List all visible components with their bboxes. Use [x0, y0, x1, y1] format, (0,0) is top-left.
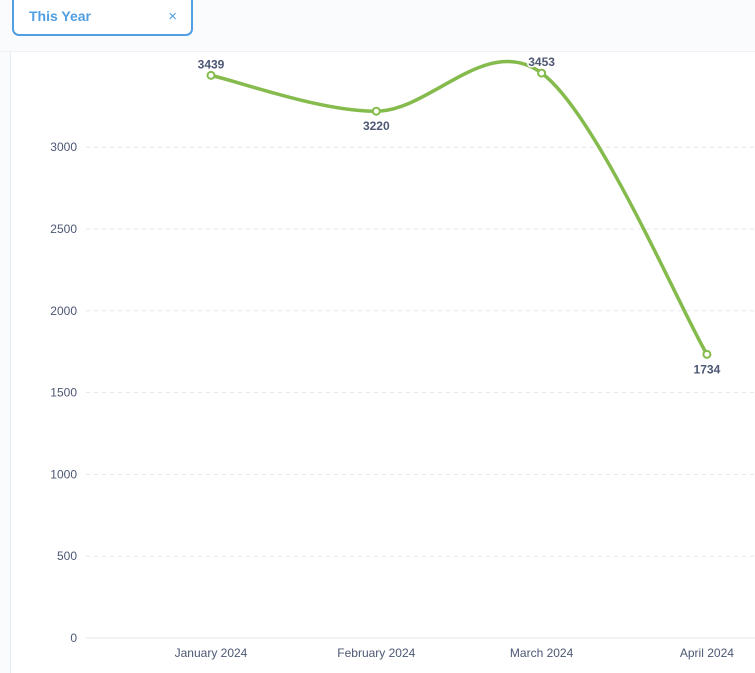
data-label: 3453 [528, 55, 555, 69]
y-tick-label: 3000 [50, 140, 77, 154]
y-tick-label: 0 [70, 631, 77, 645]
data-point[interactable] [371, 106, 381, 116]
data-point[interactable] [206, 70, 216, 80]
y-tick-label: 2500 [50, 222, 77, 236]
series-line [209, 59, 709, 357]
data-points [206, 68, 712, 359]
data-label: 3439 [198, 57, 225, 71]
filter-bar: This Year × [0, 0, 755, 52]
data-point[interactable] [537, 68, 547, 78]
date-filter-label: This Year [29, 8, 92, 24]
grid-lines [86, 146, 755, 639]
data-label: 3220 [363, 119, 390, 133]
y-tick-label: 500 [57, 549, 77, 563]
data-labels: 3439 3220 3453 1734 [196, 54, 722, 378]
data-label: 1734 [694, 362, 721, 376]
y-tick-label: 1000 [50, 467, 77, 481]
y-tick-label: 2000 [50, 304, 77, 318]
x-tick-label: February 2024 [337, 646, 415, 660]
date-filter-chip[interactable]: This Year × [12, 0, 193, 36]
x-tick-label: March 2024 [510, 646, 574, 660]
y-axis: 0 500 1000 1500 2000 2500 3000 [50, 140, 77, 645]
x-axis: January 2024 February 2024 March 2024 April… [175, 646, 735, 660]
left-rail [0, 52, 11, 673]
y-tick-label: 1500 [50, 386, 77, 400]
x-tick-label: January 2024 [175, 646, 248, 660]
data-point[interactable] [702, 349, 712, 359]
x-tick-label: April 2024 [680, 646, 734, 660]
close-icon[interactable]: × [168, 7, 177, 25]
